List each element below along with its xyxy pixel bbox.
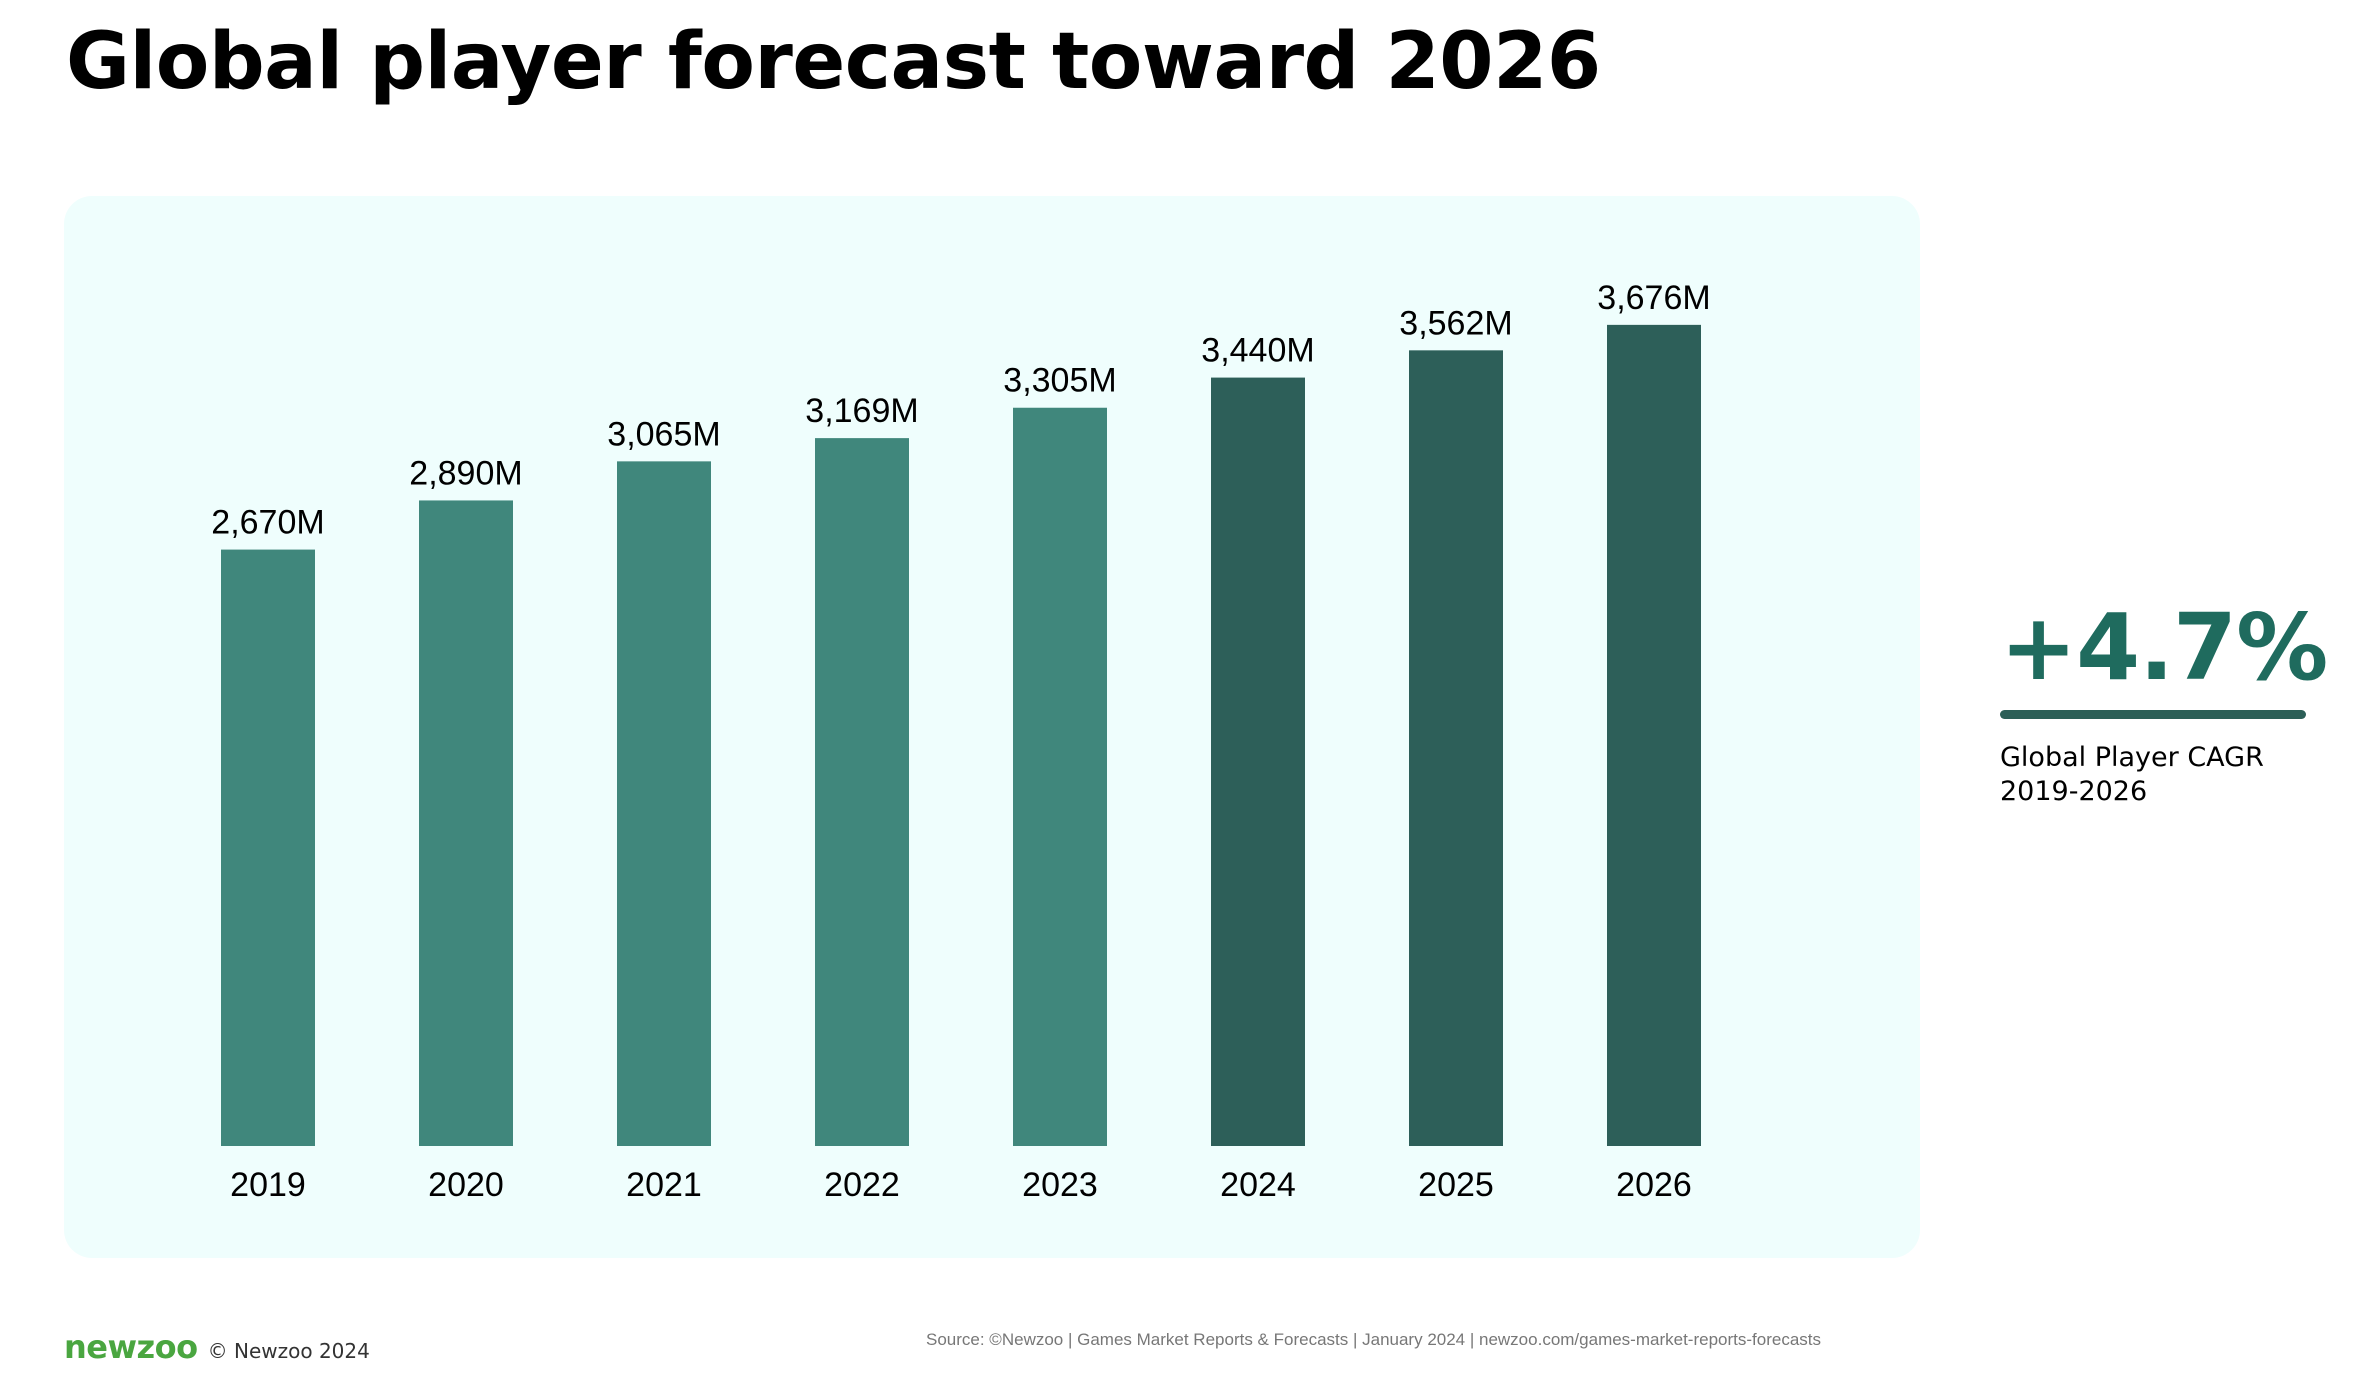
x-tick-label-2020: 2020 — [428, 1166, 504, 1204]
bar-2024 — [1211, 377, 1305, 1146]
bar-value-label-2025: 3,562M — [1399, 304, 1512, 342]
bar-2021 — [617, 461, 711, 1146]
newzoo-logo[interactable]: newzoo — [64, 1328, 198, 1366]
bar-chart: 2,670M 2019 2,890M 2020 3,065M 2021 3,169M 2022… — [211, 279, 1710, 1204]
chart-panel: 2,670M 2019 2,890M 2020 3,065M 2021 3,169M 2022… — [64, 196, 1920, 1258]
cagr-kpi: +4.7% Global Player CAGR 2019-2026 — [2000, 594, 2328, 809]
bar-2020 — [419, 500, 513, 1147]
cagr-caption: Global Player CAGR 2019-2026 — [2000, 741, 2312, 809]
cagr-caption-line2: 2019-2026 — [2000, 775, 2148, 807]
bar-2026 — [1607, 324, 1701, 1146]
bar-value-label-2023: 3,305M — [1003, 362, 1116, 400]
x-tick-label-2019: 2019 — [230, 1166, 306, 1204]
bar-2025 — [1409, 350, 1503, 1146]
bar-value-label-2020: 2,890M — [409, 454, 522, 492]
bar-value-label-2026: 3,676M — [1597, 279, 1710, 317]
cagr-caption-line1: Global Player CAGR — [2000, 742, 2264, 773]
cagr-value: +4.7% — [2000, 594, 2328, 701]
bar-2022 — [815, 438, 909, 1146]
cagr-divider — [2000, 710, 2306, 719]
page-title: Global player forecast toward 2026 — [66, 17, 1601, 107]
bar-value-label-2024: 3,440M — [1201, 332, 1314, 370]
x-tick-label-2024: 2024 — [1220, 1166, 1296, 1204]
x-tick-label-2021: 2021 — [626, 1166, 702, 1204]
bar-value-label-2021: 3,065M — [607, 415, 720, 453]
bar-value-label-2019: 2,670M — [211, 504, 324, 542]
bar-value-label-2022: 3,169M — [805, 392, 918, 430]
source-note: Source: ©Newzoo | Games Market Reports &… — [926, 1330, 1821, 1349]
x-tick-label-2022: 2022 — [824, 1166, 900, 1204]
x-tick-label-2026: 2026 — [1616, 1166, 1692, 1204]
copyright-text: © Newzoo 2024 — [207, 1339, 370, 1363]
footer-brand: newzoo © Newzoo 2024 — [64, 1328, 370, 1366]
x-tick-label-2023: 2023 — [1022, 1166, 1098, 1204]
x-tick-label-2025: 2025 — [1418, 1166, 1494, 1204]
bar-2019 — [221, 549, 315, 1146]
bar-2023 — [1013, 407, 1107, 1147]
